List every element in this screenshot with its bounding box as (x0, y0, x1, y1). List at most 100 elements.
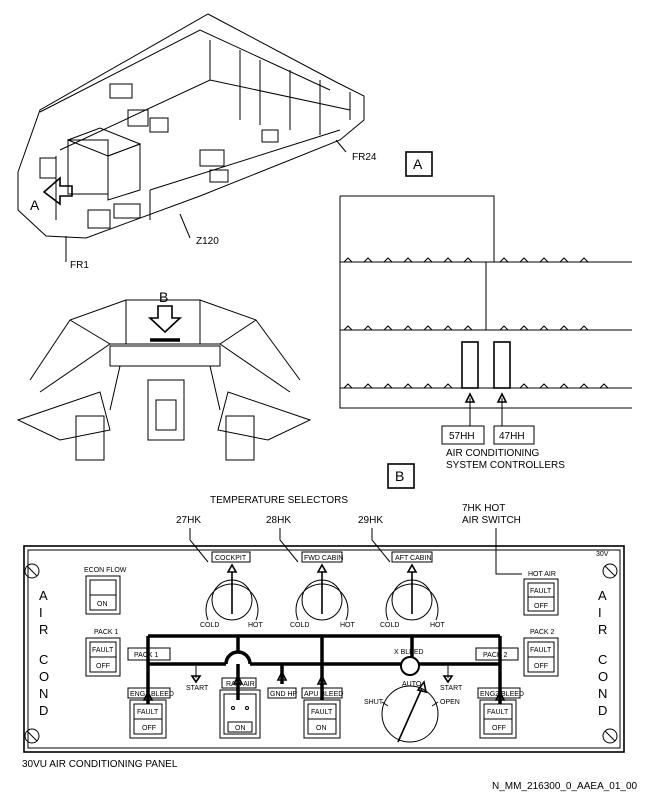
pack2-button[interactable]: FAULT OFF (523, 637, 559, 677)
svg-text:C: C (598, 652, 607, 667)
controllers-caption-2: SYSTEM CONTROLLERS (446, 460, 565, 471)
eng1-bleed-fault: FAULT (137, 709, 159, 716)
ram-air-button[interactable]: ON (219, 689, 261, 739)
eng2-bleed-label: ENG2 BLEED (480, 691, 524, 698)
temperature-selectors-label: TEMPERATURE SELECTORS (210, 495, 348, 506)
eng1-bleed-label: ENG1 BLEED (130, 691, 174, 698)
svg-text:A: A (39, 588, 48, 603)
cockpit-temp-label: COCKPIT (215, 555, 247, 562)
x-bleed-valve (400, 656, 420, 676)
view-b-callout: B (159, 289, 168, 305)
svg-text:D: D (598, 703, 607, 718)
hot-air-fault: FAULT (530, 588, 552, 595)
left-side-lettering: A I R C O N D (39, 588, 49, 718)
start-label-right: START (440, 685, 463, 692)
panel-caption: 30VU AIR CONDITIONING PANEL (22, 759, 178, 770)
cockpit-cold: COLD (200, 622, 219, 629)
apu-bleed-on: ON (316, 725, 327, 732)
x-bleed-label: X BLEED (394, 649, 424, 656)
ram-air-crossover (224, 650, 252, 665)
apu-bleed-fault: FAULT (311, 709, 333, 716)
eng1-bleed-button[interactable]: FAULT OFF (129, 699, 167, 739)
svg-text:O: O (39, 669, 49, 684)
svg-text:N: N (39, 686, 48, 701)
svg-text:N: N (598, 686, 607, 701)
panel-voltage: 30V (596, 551, 609, 558)
eng2-bleed-fault: FAULT (487, 709, 509, 716)
detail-b-title-box (387, 463, 415, 489)
svg-text:I: I (598, 605, 602, 620)
x-bleed-auto: AUTO (402, 681, 422, 688)
x-bleed-open: OPEN (440, 699, 460, 706)
eng1-bleed-off: OFF (142, 725, 156, 732)
pack2-fault: FAULT (530, 647, 552, 654)
fwd-cabin-cold: COLD (290, 622, 309, 629)
apu-bleed-button[interactable]: FAULT ON (303, 699, 341, 739)
hot-air-button[interactable]: FAULT OFF (523, 578, 559, 616)
detail-b-title: B (395, 468, 404, 484)
svg-text:I: I (39, 605, 43, 620)
pack1-button[interactable]: FAULT OFF (85, 637, 121, 677)
controller-57hh-label: 57HH (449, 431, 475, 442)
gnd-hp-label: GND HP (270, 691, 298, 698)
pack1-flag: PACK 1 (134, 652, 158, 659)
econ-flow-on: ON (97, 601, 108, 608)
controller-57hh-box (461, 341, 479, 389)
detail-a-title-box (405, 151, 433, 177)
fwd-cabin-temp-label: FWD CABIN (304, 555, 343, 562)
pack1-fault: FAULT (92, 647, 114, 654)
hot-air-switch-label-2: AIR SWITCH (462, 515, 521, 526)
controller-47hh-box (493, 341, 511, 389)
hot-air-off: OFF (534, 603, 548, 610)
nose-section-view: A FR24 FR1 Z120 (17, 13, 377, 271)
aft-cabin-hot: HOT (430, 622, 446, 629)
view-a-callout: A (30, 197, 40, 213)
pack2-label: PACK 2 (530, 629, 554, 636)
aft-cabin-temp-knob[interactable]: AFT CABIN COLD HOT (380, 551, 446, 629)
pack2-flag: PACK 2 (483, 652, 507, 659)
econ-flow-button[interactable]: ON (85, 575, 121, 615)
fwd-cabin-hot: HOT (340, 622, 356, 629)
controllers-caption-1: AIR CONDITIONING (446, 448, 540, 459)
start-label-left: START (186, 685, 209, 692)
selector-29hk-label: 29HK (358, 515, 383, 526)
aft-cabin-cold: COLD (380, 622, 399, 629)
aft-cabin-temp-label: AFT CABIN (395, 555, 431, 562)
pack1-off: OFF (96, 663, 110, 670)
figure-reference: N_MM_216300_0_AAEA_01_00 (492, 781, 638, 792)
x-bleed-selector-knob[interactable]: AUTO SHUT OPEN (364, 680, 460, 743)
eng2-bleed-off: OFF (492, 725, 506, 732)
svg-text:R: R (39, 622, 48, 637)
x-bleed-shut: SHUT (364, 699, 384, 706)
detail-a-title: A (413, 156, 423, 172)
svg-text:R: R (598, 622, 607, 637)
econ-flow-label: ECON FLOW (84, 567, 127, 574)
z120-label: Z120 (196, 236, 219, 247)
right-side-lettering: A I R C O N D (598, 588, 608, 718)
controller-47hh-label: 47HH (499, 431, 525, 442)
cockpit-temp-knob[interactable]: COCKPIT COLD HOT (200, 551, 264, 629)
pack2-off: OFF (534, 663, 548, 670)
cockpit-hot: HOT (248, 622, 264, 629)
hot-air-switch-label-1: 7HK HOT (462, 503, 505, 514)
svg-text:O: O (598, 669, 608, 684)
ram-air-label: RAM AIR (226, 681, 255, 688)
selector-28hk-label: 28HK (266, 515, 291, 526)
svg-text:D: D (39, 703, 48, 718)
pack1-label: PACK 1 (94, 629, 118, 636)
detail-a-rack: A 57HH 47HH AIR CONDITIONING SYSTEM CONT… (339, 151, 632, 471)
fr1-label: FR1 (70, 260, 89, 271)
fr24-label: FR24 (352, 152, 377, 163)
air-conditioning-panel: 30V A I R C O N D A I R C O N D ECON FLO… (23, 545, 625, 753)
hot-air-label: HOT AIR (528, 571, 556, 578)
detail-b-labels: B TEMPERATURE SELECTORS 27HK 28HK 29HK 7… (176, 463, 522, 575)
ram-air-on: ON (235, 725, 246, 732)
selector-27hk-label: 27HK (176, 515, 201, 526)
svg-text:C: C (39, 652, 48, 667)
apu-bleed-label: APU BLEED (304, 691, 343, 698)
fwd-cabin-temp-knob[interactable]: FWD CABIN COLD HOT (290, 551, 356, 629)
eng2-bleed-button[interactable]: FAULT OFF (479, 699, 517, 739)
svg-text:A: A (598, 588, 607, 603)
